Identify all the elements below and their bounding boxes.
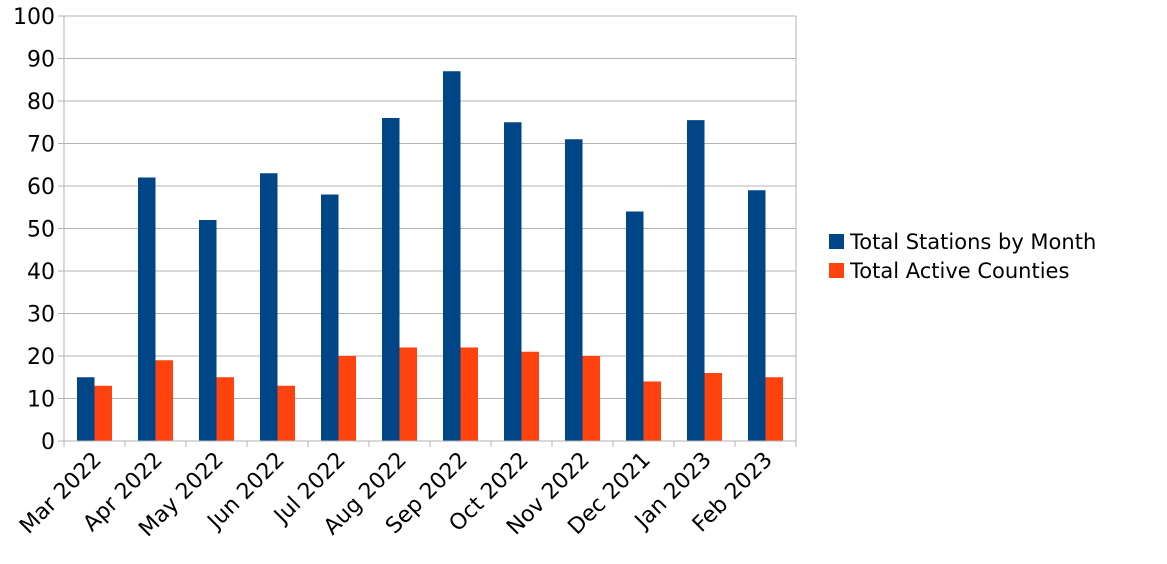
y-tick-label-6: 60 bbox=[27, 175, 55, 200]
legend-label-counties: Total Active Counties bbox=[850, 258, 1070, 283]
bar-counties-7 bbox=[521, 351, 539, 441]
y-tick-labels: 0 10 20 30 40 50 60 70 80 90 100 bbox=[13, 5, 55, 455]
bar-stations-1 bbox=[138, 177, 156, 441]
bar-stations-4 bbox=[321, 194, 339, 441]
axes bbox=[58, 15, 797, 447]
y-tick-label-8: 80 bbox=[27, 90, 55, 115]
y-tick-label-5: 50 bbox=[27, 218, 55, 243]
y-tick-label-7: 70 bbox=[27, 133, 55, 158]
y-tick-label-4: 40 bbox=[27, 260, 55, 285]
bar-stations-9 bbox=[626, 211, 644, 441]
bar-stations-11 bbox=[748, 190, 766, 441]
bar-counties-11 bbox=[765, 377, 783, 441]
bar-stations-2 bbox=[199, 220, 217, 441]
y-tick-label-2: 20 bbox=[27, 345, 55, 370]
bar-counties-9 bbox=[643, 381, 661, 441]
bar-counties-8 bbox=[582, 356, 600, 441]
bar-counties-0 bbox=[94, 385, 112, 441]
legend-item-stations: Total Stations by Month bbox=[829, 227, 1096, 256]
legend-item-counties: Total Active Counties bbox=[829, 256, 1096, 285]
bars bbox=[77, 71, 783, 441]
bar-stations-10 bbox=[687, 120, 705, 441]
legend-label-stations: Total Stations by Month bbox=[850, 229, 1097, 254]
bar-stations-3 bbox=[260, 173, 278, 441]
legend-swatch-stations bbox=[829, 234, 844, 249]
bar-counties-5 bbox=[399, 347, 417, 441]
legend-swatch-counties bbox=[829, 263, 844, 278]
y-tick-label-3: 30 bbox=[27, 303, 55, 328]
bar-counties-2 bbox=[216, 377, 234, 441]
bar-stations-7 bbox=[504, 122, 522, 441]
bar-stations-0 bbox=[77, 377, 95, 441]
bar-stations-5 bbox=[382, 118, 400, 441]
bar-stations-6 bbox=[443, 71, 461, 441]
bar-counties-1 bbox=[155, 360, 173, 441]
bar-counties-3 bbox=[277, 385, 295, 441]
legend: Total Stations by Month Total Active Cou… bbox=[829, 227, 1096, 285]
plot-frame bbox=[63, 15, 797, 442]
y-tick-label-9: 90 bbox=[27, 48, 55, 73]
y-tick-label-0: 0 bbox=[41, 430, 55, 455]
bar-counties-10 bbox=[704, 373, 722, 441]
bar-stations-8 bbox=[565, 139, 583, 441]
y-tick-label-1: 10 bbox=[27, 388, 55, 413]
bar-counties-4 bbox=[338, 356, 356, 441]
bar-counties-6 bbox=[460, 347, 478, 441]
y-tick-label-10: 100 bbox=[13, 5, 55, 30]
